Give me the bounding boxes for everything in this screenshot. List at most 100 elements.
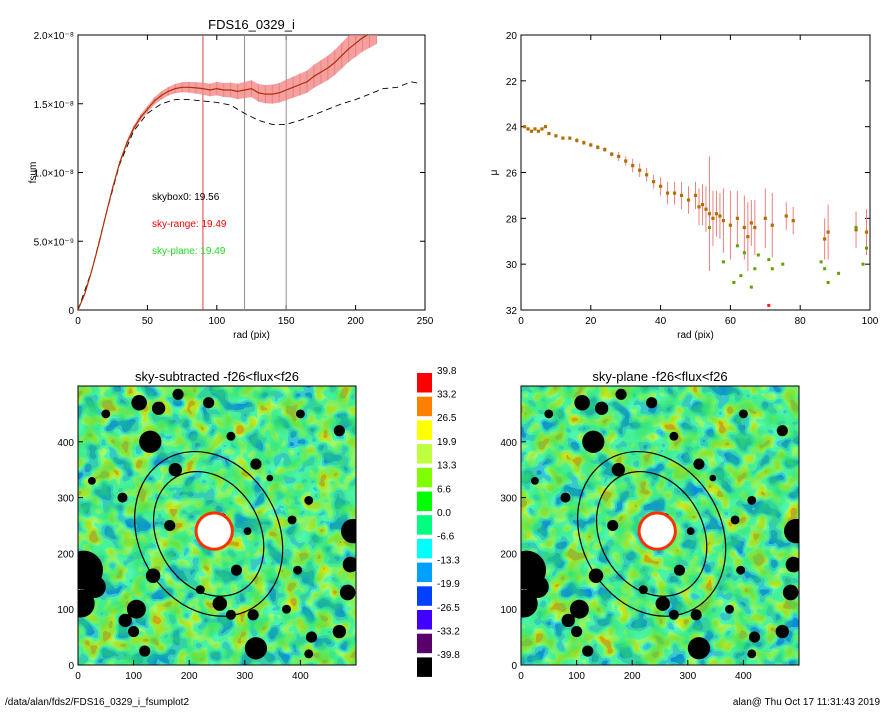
- masked-source: [686, 527, 695, 535]
- mu-point: [704, 207, 708, 211]
- masked-source: [83, 575, 106, 598]
- x-tick-label: 0: [518, 671, 524, 682]
- masked-source: [164, 519, 176, 532]
- masked-source: [531, 476, 539, 485]
- masked-source: [339, 584, 356, 601]
- mu-point: [700, 202, 705, 207]
- masked-source: [673, 564, 686, 576]
- masked-source: [293, 565, 303, 575]
- x-tick-label: 100: [862, 316, 879, 327]
- masked-source: [747, 495, 757, 505]
- masked-source: [776, 425, 788, 437]
- mu-point-plane: [721, 260, 725, 264]
- colorbar-swatch: [417, 396, 432, 417]
- masked-source: [139, 645, 151, 657]
- masked-source: [266, 474, 274, 482]
- surface-brightness-plot: 0 20 40 60 80 100 20 22 24 26 28 30 32 rad (pix) μ: [489, 31, 879, 341]
- annotation-2: sky-plane: 19.49: [152, 246, 226, 257]
- mu-point: [711, 216, 715, 220]
- mu-point-plane: [770, 267, 774, 271]
- colorbar-swatch: [417, 491, 432, 511]
- y-tick-label: 5.0×10⁻⁹: [34, 237, 74, 248]
- y-tick-label: 1.0×10⁻⁸: [34, 169, 74, 180]
- x-tick-label: 0: [75, 316, 81, 327]
- mu-point-plane: [732, 281, 736, 284]
- y-tick-label: 30: [506, 260, 518, 271]
- mu-point: [746, 235, 750, 239]
- aperture-ellipse: [134, 450, 284, 617]
- y-tick-label: 1.5×10⁻⁸: [34, 100, 74, 111]
- map-area: [78, 386, 356, 665]
- colorbar-label: 39.8: [437, 366, 457, 377]
- x-tick-label: 400: [735, 671, 752, 682]
- mu-point: [561, 136, 565, 140]
- masked-source: [117, 492, 128, 503]
- masked-source: [725, 604, 734, 614]
- colorbar-swatch: [417, 538, 432, 559]
- y-axis-label: μ: [489, 169, 500, 175]
- mu-point-plane: [861, 262, 865, 266]
- mu-point-plane: [756, 253, 760, 257]
- mu-point: [652, 180, 656, 184]
- y-tick-label: 300: [57, 494, 74, 505]
- mu-point-plane: [854, 226, 858, 229]
- y-tick-label: 200: [500, 549, 517, 560]
- colorbar-label: 26.5: [437, 413, 457, 424]
- mu-point: [589, 143, 593, 147]
- mu-point: [568, 136, 572, 140]
- galaxy-core: [640, 514, 674, 548]
- colorbar-label: 33.2: [437, 389, 457, 400]
- mu-point: [735, 216, 739, 220]
- masked-source: [226, 431, 236, 441]
- footer-stamp: alan@ Thu Oct 17 11:31:43 2019: [733, 697, 881, 708]
- masked-source: [340, 518, 356, 544]
- colorbar-swatch: [417, 515, 432, 535]
- masked-source: [304, 495, 314, 505]
- aperture-ellipse: [152, 470, 265, 597]
- plot-frame: [77, 34, 426, 311]
- masked-source: [243, 527, 252, 535]
- mu-point: [770, 223, 774, 227]
- mu-point-plane: [739, 274, 743, 278]
- x-tick-label: 80: [795, 316, 807, 327]
- mu-point-plane: [819, 260, 823, 264]
- y-tick-label: 200: [57, 549, 74, 560]
- mu-point: [638, 168, 642, 172]
- y-tick-label: 400: [57, 438, 74, 449]
- y-tick-label: 2.0×10⁻⁸: [34, 31, 74, 42]
- x-tick-label: 250: [417, 316, 434, 327]
- x-tick-label: 60: [725, 316, 737, 327]
- plot-area: [78, 35, 419, 310]
- masked-source: [101, 409, 111, 419]
- mu-point: [522, 125, 527, 129]
- mu-point: [679, 193, 684, 198]
- masked-source: [128, 625, 140, 638]
- x-tick-label: 100: [125, 671, 142, 682]
- masked-source: [118, 613, 132, 628]
- masked-source: [203, 397, 215, 409]
- map-title: sky-plane -f26<flux<f26: [592, 369, 727, 384]
- x-tick-label: 400: [292, 671, 309, 682]
- masked-source: [295, 409, 305, 419]
- sky-subtracted-map: 0 100 200 300 400 0 100 200 300 400 sky-subtracted…: [57, 369, 357, 682]
- masked-source: [736, 565, 746, 575]
- masked-source: [782, 584, 799, 601]
- mu-point: [575, 138, 579, 143]
- colorbar-label: -13.3: [437, 555, 460, 566]
- y-tick-label: 0: [68, 306, 74, 317]
- map-area: [521, 386, 799, 665]
- x-tick-label: 200: [347, 316, 364, 327]
- mu-point: [854, 228, 858, 232]
- y-tick-label: 400: [500, 438, 517, 449]
- x-axis-label: rad (pix): [677, 330, 714, 341]
- mu-point: [540, 127, 544, 131]
- mu-point: [864, 230, 869, 234]
- x-tick-label: 50: [142, 316, 154, 327]
- masked-source: [571, 625, 583, 638]
- map-title: sky-subtracted -f26<flux<f26: [135, 369, 299, 384]
- mu-point: [693, 193, 698, 198]
- mu-point: [596, 145, 600, 149]
- mu-point-plane: [865, 246, 869, 250]
- masked-source: [607, 519, 619, 532]
